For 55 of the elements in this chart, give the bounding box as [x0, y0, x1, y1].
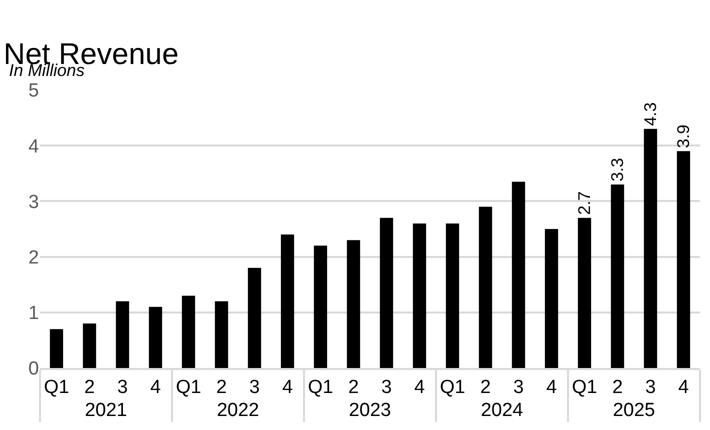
- bar: [50, 329, 64, 368]
- x-tick-label: 2: [480, 376, 491, 398]
- bar: [248, 268, 262, 368]
- bar: [280, 234, 294, 368]
- y-tick-label: 5: [28, 80, 39, 102]
- bar: [82, 324, 96, 368]
- text: 2022: [216, 400, 260, 421]
- data-label: 3.9: [674, 124, 693, 148]
- text: 2023: [348, 400, 392, 421]
- bar: [346, 240, 360, 368]
- x-tick-label: 3: [249, 376, 260, 398]
- text: 2025: [612, 400, 656, 421]
- bar: [214, 301, 228, 368]
- x-tick-label: 2: [348, 376, 359, 398]
- x-tick-label: 2: [84, 376, 95, 398]
- x-tick-label: 4: [678, 376, 690, 398]
- x-tick-label: Q1: [572, 376, 598, 398]
- y-tick-label: 3: [28, 192, 39, 213]
- x-tick-label: 2: [216, 376, 227, 398]
- bar: [478, 206, 492, 368]
- y-tick-label: 2: [28, 247, 39, 268]
- data-label: 2.7: [575, 191, 594, 215]
- bar: [676, 151, 690, 368]
- data-label: 3.3: [608, 158, 627, 182]
- bar: [446, 223, 460, 368]
- x-tick-label: 3: [513, 376, 524, 398]
- text: 2024: [480, 400, 524, 421]
- x-tick-label: Q1: [176, 376, 202, 398]
- x-tick-label: 4: [150, 376, 162, 398]
- x-tick-label: Q1: [308, 376, 334, 398]
- x-tick-label: Q1: [44, 376, 70, 398]
- text: 2021: [84, 400, 128, 421]
- x-tick-label: 3: [381, 376, 392, 398]
- y-tick-label: 1: [28, 303, 39, 324]
- bar: [148, 306, 162, 368]
- x-tick-label: 4: [546, 376, 558, 398]
- bar: [412, 223, 426, 368]
- x-tick-label: 3: [645, 376, 656, 398]
- x-tick-label: 2: [612, 376, 623, 398]
- bar: [314, 246, 328, 368]
- bar: [182, 296, 196, 368]
- bar: [610, 184, 624, 368]
- bar: [116, 301, 130, 368]
- x-tick-label: Q1: [440, 376, 466, 398]
- data-label: 4.3: [641, 102, 660, 126]
- bar: [544, 229, 558, 368]
- bar: [512, 182, 526, 368]
- y-tick-label: 0: [28, 358, 39, 380]
- bar: [578, 218, 592, 368]
- y-tick-label: 4: [28, 136, 40, 158]
- x-tick-label: 4: [282, 376, 294, 398]
- bar: [380, 218, 394, 368]
- x-tick-label: 4: [414, 376, 426, 398]
- bar: [644, 128, 658, 368]
- x-tick-label: 3: [117, 376, 128, 398]
